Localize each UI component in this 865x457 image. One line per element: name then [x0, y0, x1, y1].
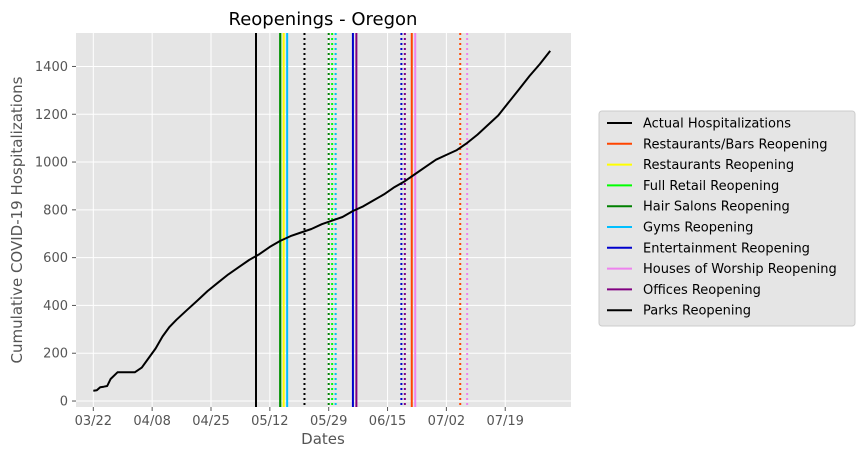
x-tick-label: 04/25 — [192, 414, 229, 429]
legend: Actual Hospitalizations Restaurants/Bars … — [598, 110, 856, 327]
legend-label: Actual Hospitalizations — [643, 117, 791, 132]
series-lines — [93, 50, 551, 392]
legend-box — [598, 110, 856, 327]
legend-label: Houses of Worship Reopening — [643, 262, 837, 277]
x-axis-title: Dates — [301, 430, 345, 448]
y-axis-title: Cumulative COVID-19 Hospitalizations — [8, 76, 26, 363]
y-tick-label: 1000 — [35, 156, 68, 171]
legend-label: Gyms Reopening — [643, 221, 753, 236]
grid-lines — [72, 33, 571, 411]
plot-area — [76, 33, 571, 407]
x-tick-label: 04/08 — [133, 414, 170, 429]
legend-label: Restaurants Reopening — [643, 158, 794, 173]
y-tick-labels: 0 200 400 600 800 1000 1200 1400 — [35, 60, 68, 410]
y-tick-label: 1400 — [35, 60, 68, 75]
x-tick-label: 05/29 — [310, 414, 347, 429]
x-tick-label: 03/22 — [75, 414, 112, 429]
y-tick-label: 1200 — [35, 108, 68, 123]
y-tick-label: 200 — [43, 347, 68, 362]
y-tick-label: 800 — [43, 203, 68, 218]
chart-title: Reopenings - Oregon — [229, 9, 418, 30]
legend-label: Hair Salons Reopening — [643, 200, 790, 215]
legend-label: Full Retail Reopening — [643, 179, 779, 194]
x-tick-label: 05/12 — [251, 414, 288, 429]
x-tick-label: 06/15 — [369, 414, 406, 429]
x-tick-label: 07/19 — [486, 414, 523, 429]
legend-label: Offices Reopening — [643, 283, 761, 298]
y-tick-label: 600 — [43, 251, 68, 266]
x-tick-label: 07/02 — [428, 414, 465, 429]
y-tick-label: 400 — [43, 299, 68, 314]
legend-label: Parks Reopening — [643, 304, 751, 319]
legend-label: Restaurants/Bars Reopening — [643, 137, 827, 152]
legend-label: Entertainment Reopening — [643, 241, 810, 256]
x-tick-labels: 03/22 04/08 04/25 05/12 05/29 06/15 07/02 07/19 — [75, 414, 524, 429]
series-line-actual-hospitalizations — [93, 50, 551, 392]
y-tick-label: 0 — [60, 395, 68, 410]
